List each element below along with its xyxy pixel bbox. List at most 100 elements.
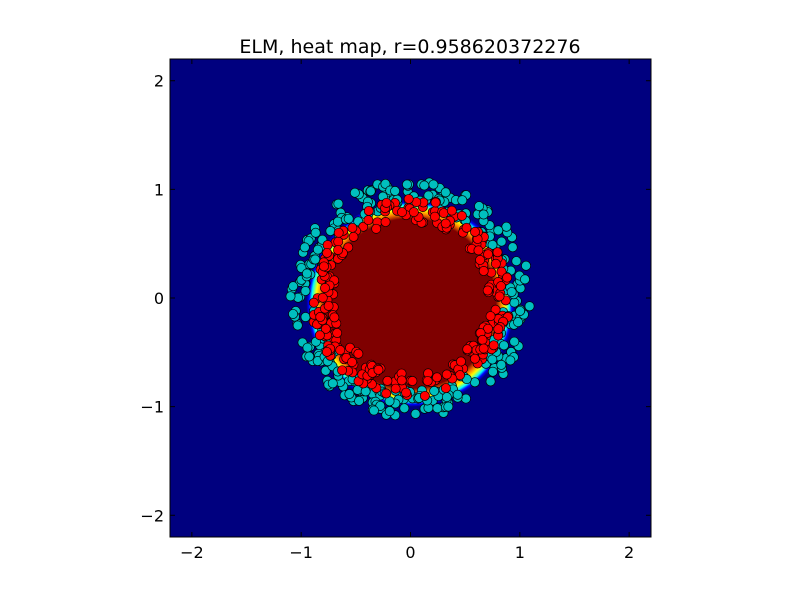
scatter-point <box>487 354 498 365</box>
scatter-point <box>384 406 395 417</box>
scatter-point <box>509 297 520 308</box>
scatter-point <box>432 403 443 414</box>
scatter-point <box>496 281 506 292</box>
scatter-point <box>492 247 503 258</box>
scatter-point <box>475 255 486 265</box>
scatter-point <box>430 197 441 208</box>
scatter-point <box>441 392 452 403</box>
scatter-point <box>493 225 504 236</box>
scatter-point <box>322 247 333 258</box>
scatter-point <box>515 306 525 316</box>
scatter-point <box>469 353 480 364</box>
scatter-point <box>320 365 331 376</box>
scatter-point <box>520 274 530 285</box>
scatter-series-1 <box>308 194 514 401</box>
scatter-point <box>288 281 299 292</box>
plot-area <box>169 58 652 538</box>
scatter-point <box>423 190 434 201</box>
scatter-point <box>315 312 326 322</box>
scatter-point <box>333 236 344 247</box>
scatter-point <box>505 355 516 366</box>
scatter-point <box>397 207 407 218</box>
scatter-point <box>347 357 358 368</box>
scatter-point <box>496 236 507 247</box>
scatter-point <box>443 401 454 412</box>
scatter-point <box>344 389 355 399</box>
scatter-point <box>478 343 489 354</box>
scatter-point <box>509 336 520 347</box>
scatter-point <box>302 342 313 353</box>
scatter-point <box>300 312 311 323</box>
scatter-point <box>461 222 472 233</box>
scatter-point <box>429 386 440 396</box>
scatter-point <box>285 291 296 302</box>
scatter-point <box>501 221 512 232</box>
scatter-point <box>432 372 442 383</box>
scatter-point <box>368 405 379 416</box>
scatter-point <box>487 366 498 377</box>
scatter-point <box>440 187 451 198</box>
scatter-point <box>333 245 344 255</box>
scatter-point <box>496 266 507 277</box>
scatter-point <box>312 244 323 255</box>
scatter-point <box>365 186 376 197</box>
scatter-point <box>319 261 329 272</box>
scatter-point <box>380 217 391 227</box>
scatter-point <box>363 205 374 216</box>
scatter-point <box>488 340 499 351</box>
scatter-point <box>456 356 466 367</box>
scatter-point <box>524 301 535 312</box>
scatter-point <box>390 383 401 394</box>
scatter-point <box>399 403 410 414</box>
scatter-point <box>441 369 452 380</box>
scatter-point <box>343 213 354 224</box>
y-tick-label: −2 <box>140 506 164 525</box>
scatter-point <box>477 334 488 345</box>
scatter-point <box>310 227 321 238</box>
scatter-point <box>490 258 501 269</box>
scatter-point <box>354 395 365 406</box>
scatter-point <box>382 375 393 386</box>
y-tick-label: 2 <box>154 72 164 91</box>
scatter-point <box>381 197 392 208</box>
scatter-point <box>373 364 384 375</box>
scatter-point <box>493 324 504 335</box>
scatter-point <box>521 260 531 271</box>
scatter-point <box>428 179 439 190</box>
x-tick-label: 0 <box>405 543 415 562</box>
scatter-point <box>473 245 484 256</box>
scatter-point <box>452 389 463 400</box>
scatter-point <box>440 383 451 394</box>
scatter-point <box>462 344 473 355</box>
scatter-point <box>333 198 344 209</box>
scatter-point <box>407 376 418 386</box>
scatter-point <box>496 359 507 370</box>
scatter-point <box>332 328 343 338</box>
scatter-point <box>288 309 299 319</box>
scatter-point <box>457 195 468 206</box>
scatter-point <box>483 249 494 260</box>
scatter-point <box>419 180 430 191</box>
scatter-point <box>371 223 382 234</box>
scatter-point <box>325 226 336 236</box>
scatter-point <box>511 256 522 267</box>
scatter-point <box>380 178 391 189</box>
scatter-point <box>401 387 412 398</box>
scatter-point <box>485 376 496 387</box>
scatter-point <box>308 297 319 308</box>
scatter-point <box>301 268 312 279</box>
scatter-point <box>292 320 303 331</box>
scatter-point <box>402 179 412 190</box>
scatter-point <box>348 231 359 242</box>
scatter-point <box>429 211 440 222</box>
scatter-point <box>478 209 489 220</box>
scatter-point <box>460 393 471 404</box>
scatter-point <box>440 218 451 229</box>
scatter-point <box>502 272 513 283</box>
scatter-point <box>419 390 430 401</box>
scatter-point <box>470 226 480 237</box>
scatter-point <box>321 346 332 357</box>
scatter-point <box>410 408 421 419</box>
